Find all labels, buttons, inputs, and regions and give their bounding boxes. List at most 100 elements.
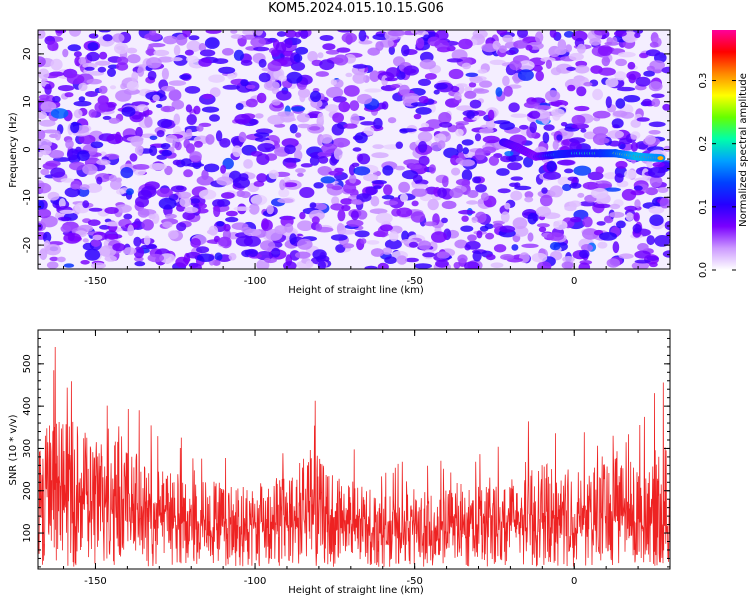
heatmap-blob bbox=[630, 134, 638, 140]
heatmap-blob bbox=[64, 187, 81, 198]
heatmap-blob bbox=[127, 224, 135, 237]
heatmap-blob bbox=[652, 162, 665, 168]
heatmap-blob bbox=[639, 52, 649, 59]
heatmap-blob bbox=[628, 73, 636, 84]
heatmap-blob bbox=[104, 255, 117, 262]
heatmap-blob bbox=[343, 123, 358, 129]
heatmap-blob bbox=[659, 197, 670, 209]
heatmap-blob bbox=[577, 192, 585, 198]
heatmap-blob bbox=[172, 159, 182, 166]
heatmap-blob bbox=[441, 200, 457, 210]
heatmap-blob bbox=[576, 86, 587, 97]
snr-series-line bbox=[38, 346, 670, 567]
heatmap-blob bbox=[38, 129, 46, 140]
spectrogram-y-ticks: -20 -10 0 10 20 bbox=[22, 34, 670, 265]
heatmap-blob bbox=[482, 146, 497, 154]
heatmap-blob bbox=[358, 30, 367, 42]
heatmap-blob bbox=[630, 190, 645, 196]
heatmap-blob bbox=[647, 167, 666, 178]
heatmap-blob bbox=[254, 132, 270, 138]
heatmap-blob bbox=[260, 240, 276, 251]
heatmap-blob bbox=[582, 181, 600, 190]
heatmap-blob bbox=[264, 257, 271, 263]
heatmap-blob bbox=[183, 169, 194, 178]
heatmap-blob bbox=[398, 181, 410, 193]
heatmap-blob bbox=[153, 49, 170, 57]
heatmap-blob bbox=[245, 98, 258, 108]
heatmap-blob bbox=[267, 60, 282, 72]
heatmap-blob bbox=[176, 222, 187, 232]
heatmap-blob bbox=[465, 240, 481, 250]
heatmap-blob bbox=[545, 59, 553, 69]
heatmap-blob bbox=[132, 164, 150, 170]
heatmap-blob bbox=[614, 30, 627, 37]
heatmap-blob bbox=[315, 223, 323, 231]
heatmap-blob bbox=[212, 58, 229, 64]
heatmap-blob bbox=[476, 230, 483, 239]
heatmap-blob bbox=[276, 90, 292, 101]
heatmap-blob bbox=[186, 251, 201, 259]
heatmap-blob bbox=[73, 51, 82, 58]
heatmap-blob bbox=[152, 94, 160, 102]
heatmap-blob bbox=[497, 188, 511, 194]
heatmap-blob bbox=[496, 168, 510, 176]
snr-panel: -150 -100 -50 0 100 200 300 400 500 Height of s… bbox=[8, 329, 671, 596]
heatmap-blob bbox=[535, 206, 552, 217]
heatmap-blob bbox=[50, 108, 69, 119]
heatmap-blob bbox=[384, 256, 397, 265]
heatmap-blob bbox=[196, 125, 204, 132]
heatmap-blob bbox=[219, 138, 231, 148]
heatmap-blob bbox=[556, 134, 563, 141]
heatmap-blob bbox=[325, 104, 339, 113]
heatmap-blob bbox=[276, 31, 287, 37]
heatmap-blob bbox=[321, 143, 338, 154]
y-tick-label: 300 bbox=[22, 439, 33, 458]
heatmap-blob bbox=[299, 211, 306, 220]
heatmap-blob bbox=[388, 45, 395, 56]
heatmap-blob bbox=[662, 250, 670, 258]
heatmap-blob bbox=[256, 173, 268, 183]
heatmap-blob bbox=[493, 120, 511, 125]
heatmap-blob bbox=[343, 85, 360, 97]
spectrogram-y-axis-title: Frequency (Hz) bbox=[8, 112, 19, 188]
heatmap-blob bbox=[459, 159, 475, 167]
heatmap-blob bbox=[186, 114, 197, 125]
heatmap-blob bbox=[245, 84, 256, 89]
heatmap-blob bbox=[442, 175, 449, 188]
heatmap-blob bbox=[108, 174, 117, 182]
heatmap-blob bbox=[453, 92, 462, 101]
heatmap-blob bbox=[384, 239, 402, 250]
heatmap-blob bbox=[341, 32, 357, 44]
heatmap-blob bbox=[649, 41, 659, 48]
heatmap-blob bbox=[114, 42, 129, 55]
heatmap-blob bbox=[106, 133, 124, 145]
heatmap-blob bbox=[267, 114, 285, 125]
heatmap-blob bbox=[325, 49, 340, 55]
x-tick-label: 0 bbox=[571, 576, 577, 587]
heatmap-blob bbox=[394, 165, 406, 171]
heatmap-blob bbox=[637, 243, 649, 252]
heatmap-blob bbox=[448, 68, 464, 80]
heatmap-blob bbox=[346, 219, 364, 227]
heatmap-blob bbox=[383, 200, 398, 206]
heatmap-blob bbox=[363, 173, 379, 182]
heatmap-blob bbox=[446, 58, 463, 63]
heatmap-blob bbox=[313, 182, 324, 189]
heatmap-blob bbox=[417, 141, 428, 153]
heatmap-blob bbox=[439, 121, 453, 128]
heatmap-blob bbox=[70, 121, 80, 134]
heatmap-blob bbox=[617, 51, 636, 58]
heatmap-blob bbox=[614, 173, 624, 183]
heatmap-blob bbox=[418, 95, 429, 104]
heatmap-blob bbox=[574, 65, 590, 74]
heatmap-blob bbox=[78, 82, 88, 92]
heatmap-blob bbox=[461, 62, 472, 70]
heatmap-blob bbox=[189, 151, 202, 162]
heatmap-blob bbox=[390, 84, 401, 89]
heatmap-blob bbox=[286, 71, 303, 84]
heatmap-blob bbox=[597, 241, 608, 249]
heatmap-blob bbox=[354, 230, 370, 238]
heatmap-blob bbox=[646, 255, 659, 261]
heatmap-blob bbox=[44, 244, 62, 256]
heatmap-blob bbox=[137, 189, 152, 200]
